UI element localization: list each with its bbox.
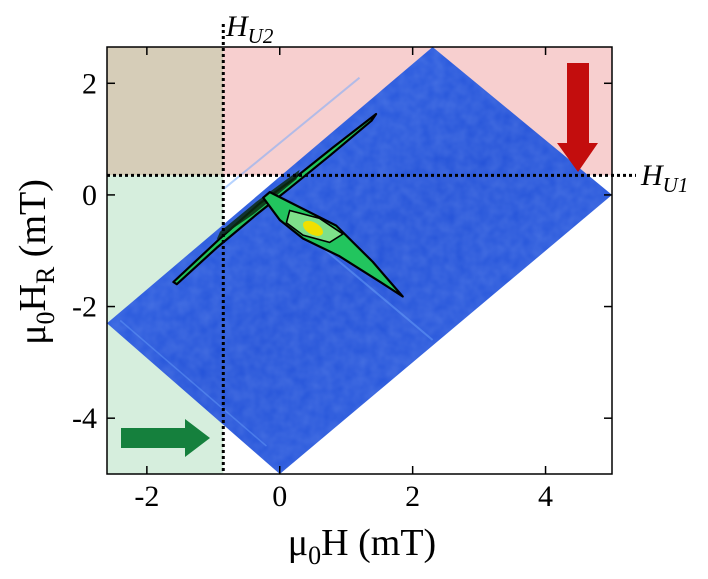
x-axis-title: μ0H (mT) [288, 522, 436, 570]
y-axis-ticks: 2 0 -2 -4 [72, 67, 612, 435]
y-tick-label: -4 [72, 402, 97, 435]
green-arrow [121, 419, 210, 457]
upper-ridge-core [216, 169, 300, 240]
label-h-u1-sub: U1 [663, 173, 689, 197]
label-h-u1: HU1 [640, 159, 688, 197]
y-tick-label: 2 [82, 67, 97, 100]
y-tick-label: -2 [72, 291, 97, 324]
label-h-u2-base: H [225, 10, 250, 43]
map-streak [222, 76, 361, 191]
x-tick-label: 0 [272, 480, 287, 513]
red-arrow [557, 63, 598, 172]
label-h-u2-sub: U2 [248, 24, 274, 48]
y-tick-label: 0 [82, 179, 97, 212]
label-h-u1-base: H [640, 159, 665, 192]
x-tick-label: -2 [134, 480, 159, 513]
map-streak [119, 319, 267, 447]
map-features [172, 112, 404, 298]
x-axis-title-sub: 0 [308, 541, 321, 570]
y-axis-title-mid: H [12, 284, 54, 311]
y-axis-title: μ0HR (mT) [12, 179, 60, 345]
plot-frame [106, 46, 613, 475]
y-axis-title-sub: 0 [31, 312, 60, 325]
x-axis-title-rest: H (mT) [321, 522, 436, 564]
x-tick-label: 2 [405, 480, 420, 513]
label-h-u2: HU2 [225, 10, 274, 48]
x-tick-label: 4 [538, 480, 553, 513]
y-axis-title-base: μ [12, 325, 54, 345]
region-top-left [107, 47, 224, 176]
lobe-peak [302, 220, 323, 236]
y-axis-title-rest: (mT) [12, 179, 54, 267]
x-axis-title-base: μ [288, 522, 308, 564]
arrows [121, 63, 598, 457]
y-axis-title-sub2: R [31, 266, 60, 284]
reference-lines [107, 24, 636, 474]
x-axis-ticks: -2 0 2 4 [134, 47, 553, 513]
